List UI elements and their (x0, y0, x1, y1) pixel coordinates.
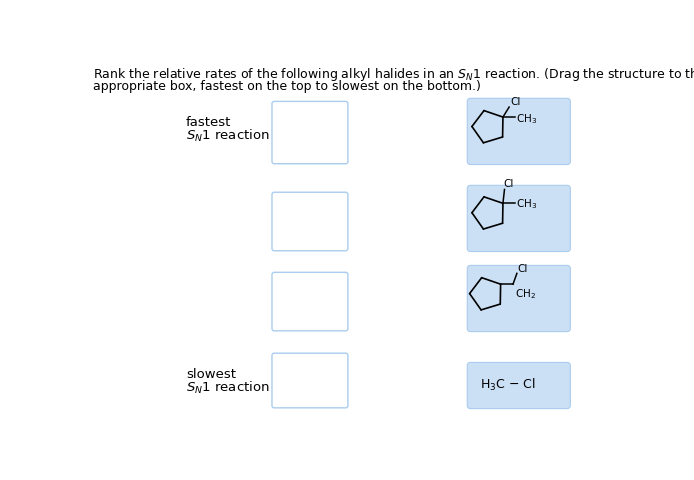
Text: CH$_3$: CH$_3$ (516, 197, 537, 211)
FancyBboxPatch shape (272, 353, 348, 408)
Text: slowest: slowest (186, 367, 236, 380)
Text: Cl: Cl (504, 179, 514, 189)
Text: Cl: Cl (517, 263, 527, 273)
FancyBboxPatch shape (272, 102, 348, 165)
Text: appropriate box, fastest on the top to slowest on the bottom.): appropriate box, fastest on the top to s… (93, 80, 481, 93)
FancyBboxPatch shape (467, 363, 570, 409)
FancyBboxPatch shape (272, 273, 348, 331)
FancyBboxPatch shape (467, 186, 570, 252)
FancyBboxPatch shape (467, 99, 570, 165)
Text: $S_N$1 reaction: $S_N$1 reaction (186, 379, 270, 395)
Text: CH$_2$: CH$_2$ (514, 286, 536, 300)
FancyBboxPatch shape (272, 193, 348, 251)
Text: Rank the relative rates of the following alkyl halides in an $S_N$1 reaction. (D: Rank the relative rates of the following… (93, 66, 694, 83)
Text: fastest: fastest (186, 116, 231, 129)
Text: CH$_3$: CH$_3$ (516, 112, 537, 125)
Text: Cl: Cl (510, 97, 520, 107)
FancyBboxPatch shape (467, 266, 570, 332)
Text: $S_N$1 reaction: $S_N$1 reaction (186, 128, 270, 144)
Text: H$_3$C $-$ Cl: H$_3$C $-$ Cl (480, 376, 536, 392)
